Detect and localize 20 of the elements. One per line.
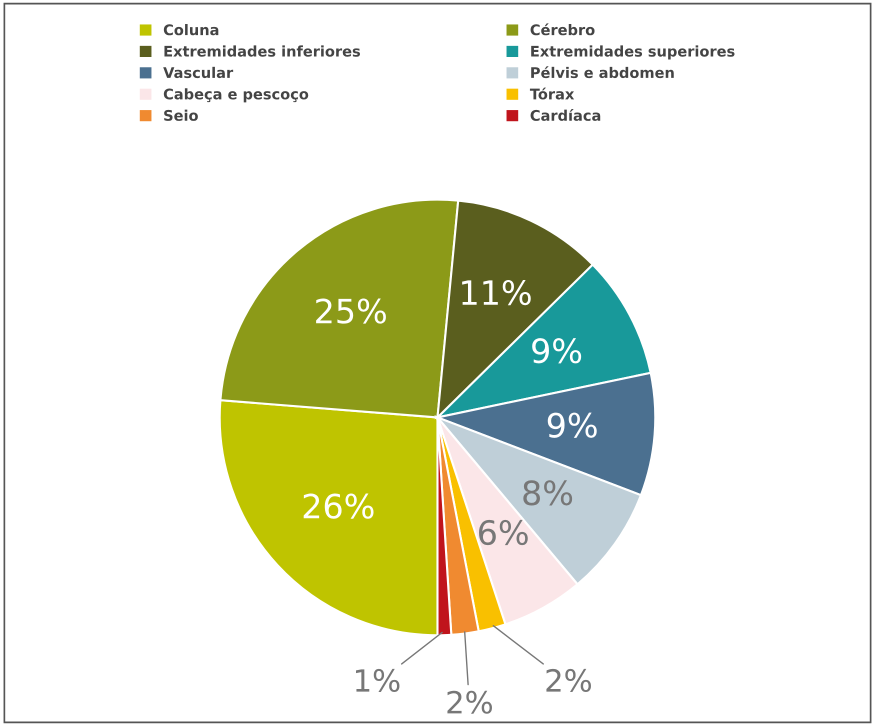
data-label: 9%: [548, 412, 597, 438]
data-label: 8%: [523, 480, 572, 506]
legend-label: Cérebro: [530, 23, 595, 36]
legend-label: Vascular: [163, 66, 234, 78]
data-label: 2%: [546, 668, 591, 692]
data-label: 1%: [356, 668, 400, 692]
legend-label: Coluna: [164, 24, 218, 36]
legend-label: Tórax: [530, 88, 574, 100]
data-label: 25%: [316, 298, 386, 324]
data-label: 9%: [532, 338, 582, 364]
legend-label: Seio: [164, 110, 198, 121]
data-label: 11%: [462, 280, 531, 306]
legend-label: Pélvis e abdomen: [531, 66, 674, 78]
legend-label: Cabeça e pescoço: [164, 88, 308, 102]
data-label: 2%: [447, 690, 492, 714]
legend-label: Extremidades superiores: [531, 45, 735, 60]
data-label: 6%: [479, 520, 528, 546]
legend-label: Extremidades inferiores: [164, 45, 360, 57]
data-label: 26%: [304, 494, 374, 519]
legend-label: Cardíaca: [530, 109, 600, 121]
